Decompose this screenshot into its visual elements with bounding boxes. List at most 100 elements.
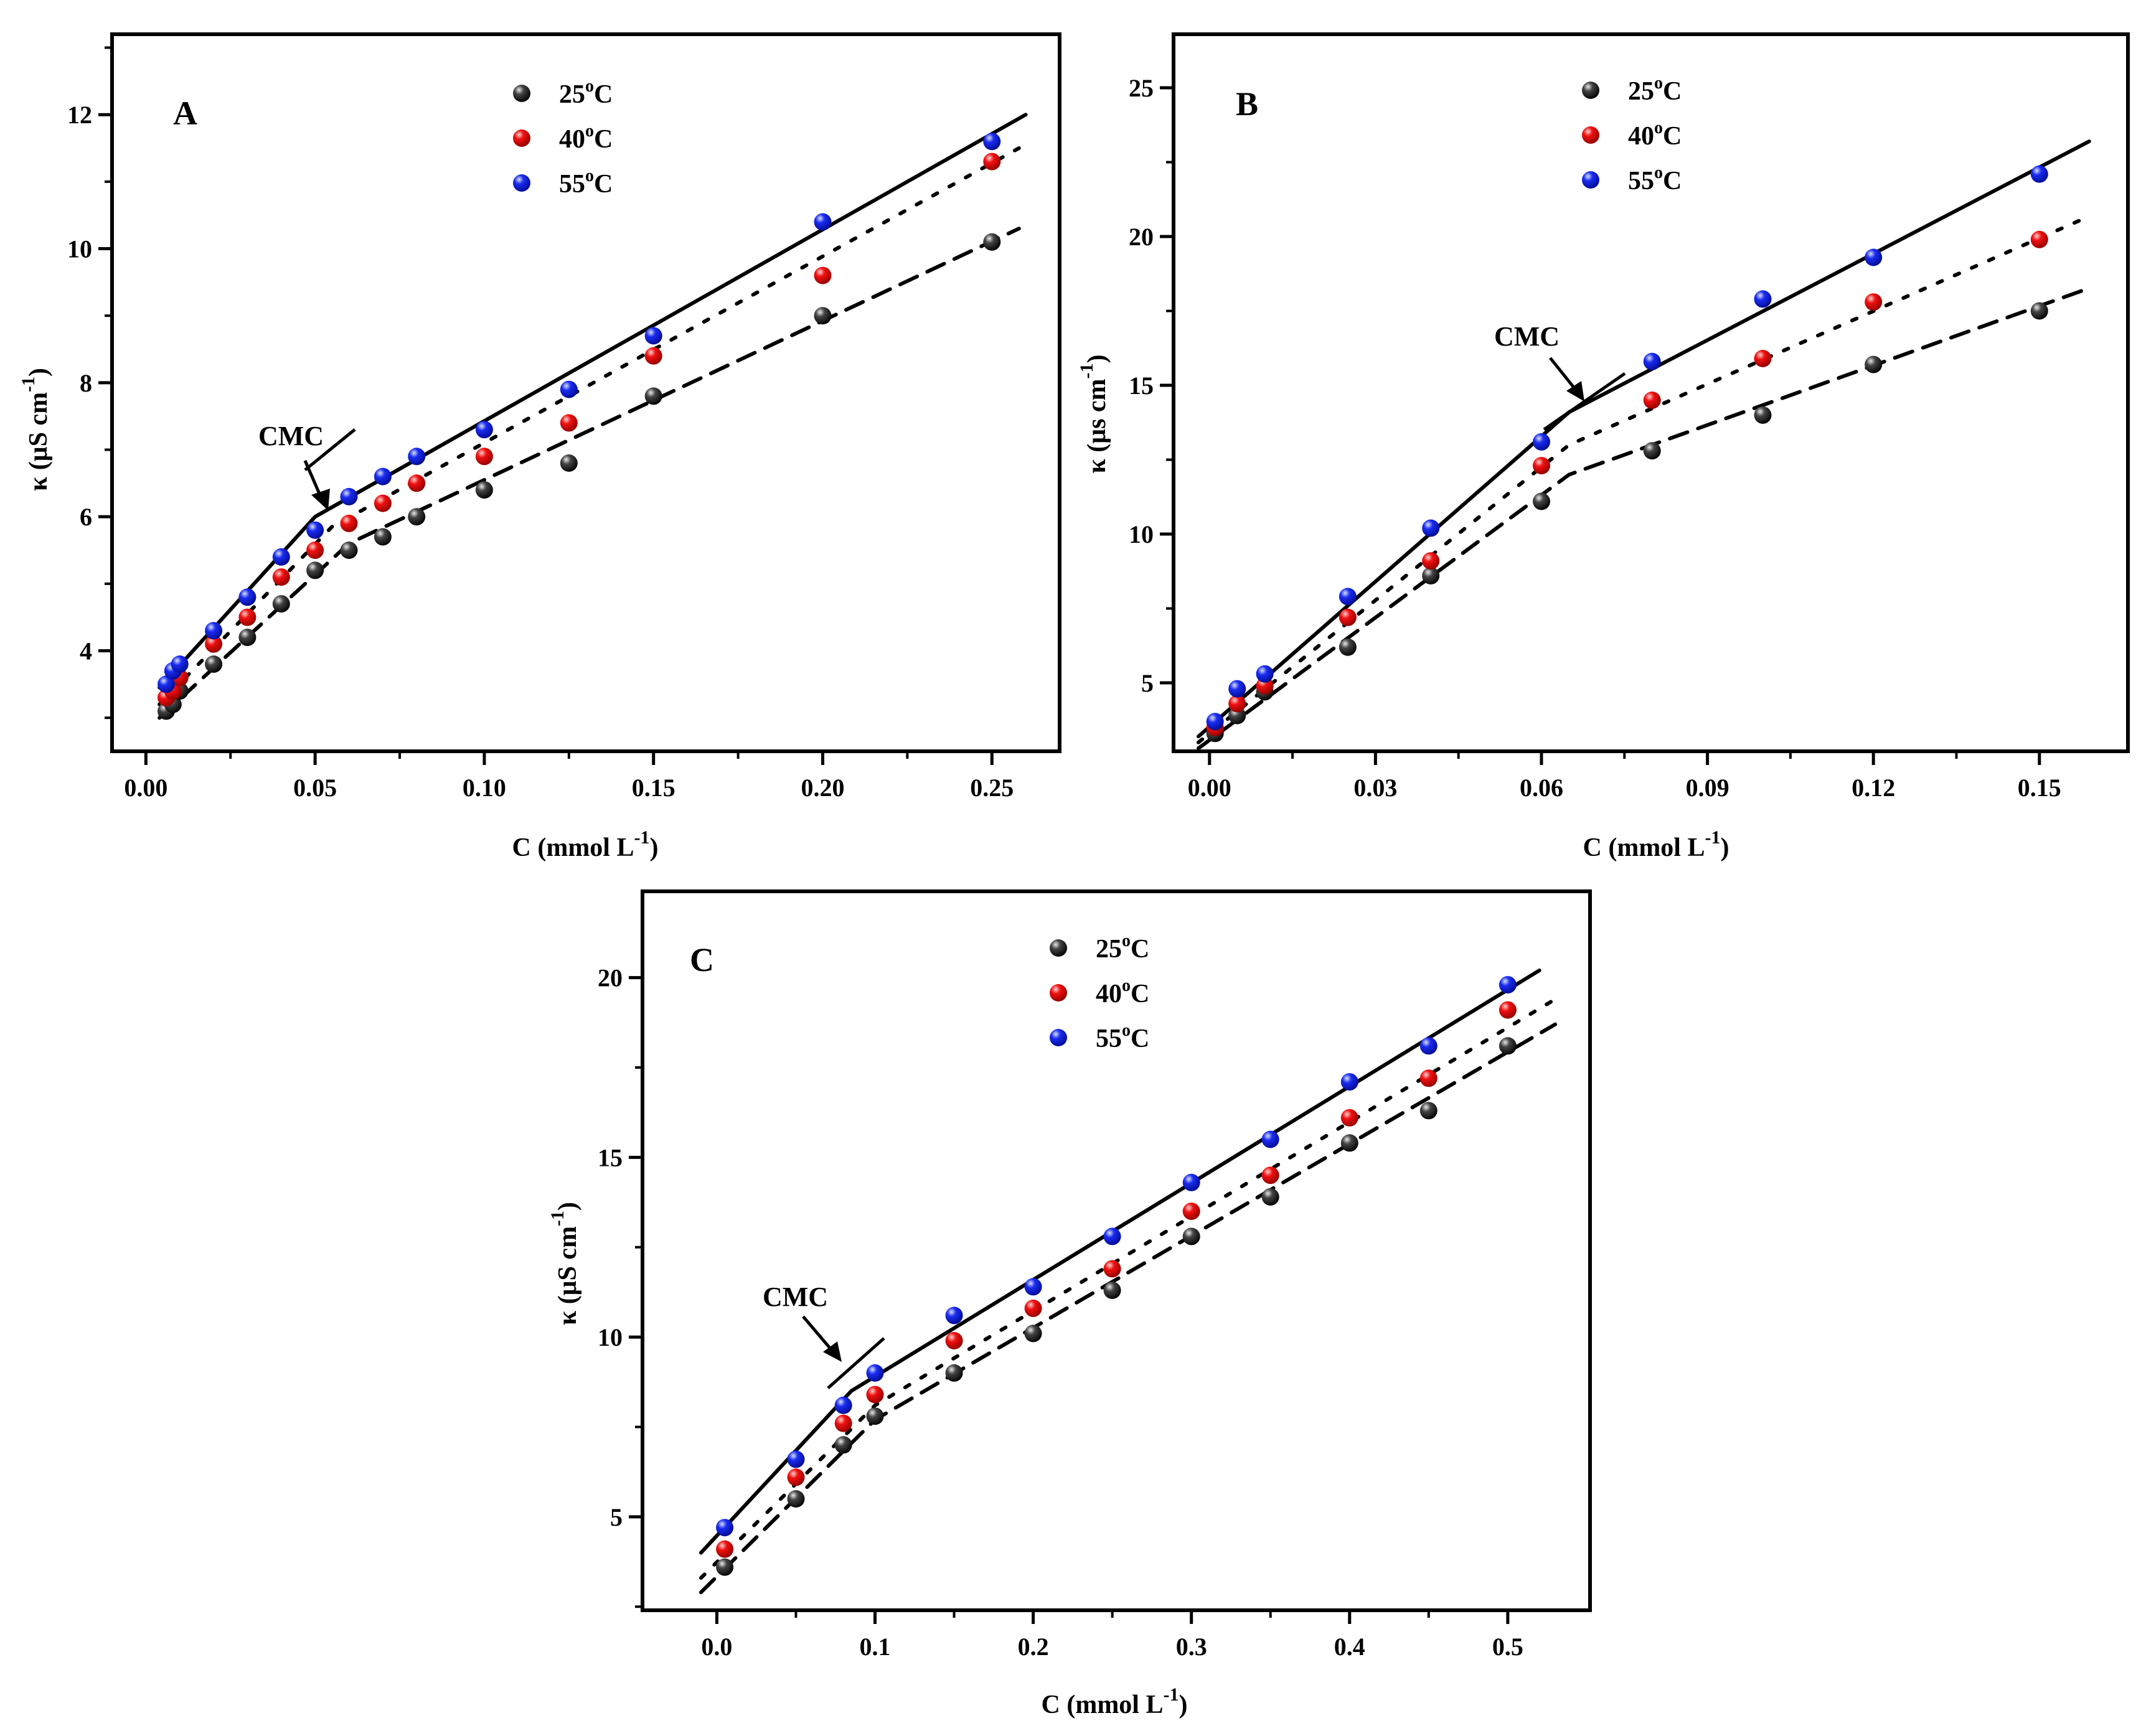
fit-line-40C [1197,217,2086,744]
data-point [814,307,832,325]
data-point [1643,352,1661,370]
fit-line-55C [699,969,1541,1555]
legend-label: 40oC [1628,118,1682,151]
fit-line-40C [158,146,1021,706]
x-tick-label: 0.25 [970,774,1014,802]
data-point [644,327,662,345]
data-point [560,414,578,432]
svg-text:κ (μS cm-1): κ (μS cm-1) [18,368,53,491]
data-point [834,1396,852,1414]
data-point [272,548,290,566]
y-tick-label: 10 [598,1323,623,1351]
data-point [205,635,223,653]
data-point [205,655,223,673]
data-point [787,1490,805,1508]
data-point [1865,248,1883,266]
data-point [1024,1299,1042,1317]
data-point [644,387,662,405]
y-axis-label: κ (μs cm-1) [1076,354,1111,473]
plot-frame [1172,32,2130,753]
data-point [1024,1325,1042,1343]
data-point [1422,552,1440,570]
data-point [340,487,358,505]
x-tick-label: 0.10 [463,774,506,802]
x-tick-label: 0.12 [1852,774,1895,802]
fit-line-40C [699,997,1558,1580]
svg-text:C (mmol L-1): C (mmol L-1) [512,827,659,862]
y-axis-label: κ (μS cm-1) [18,368,53,491]
legend-marker [513,174,530,192]
data-point [1533,492,1550,510]
data-point [1261,1188,1279,1206]
data-point [644,347,662,365]
data-point [1182,1203,1200,1220]
y-tick-label: 4 [80,637,92,665]
x-tick-label: 0.4 [1334,1633,1365,1661]
x-tick-label: 0.15 [632,774,675,802]
data-point [408,508,426,526]
y-axis-label: κ (μS cm-1) [547,1202,582,1325]
data-point [1419,1069,1438,1087]
legend-label: 25oC [1628,73,1682,106]
data-point [866,1364,884,1382]
data-point [1103,1227,1121,1246]
data-point [1103,1282,1121,1299]
data-point [716,1519,734,1537]
x-tick-label: 0.1 [860,1633,891,1661]
data-point [272,595,290,613]
y-tick-label: 10 [1129,520,1154,548]
data-point [205,622,223,640]
data-point [1865,293,1883,311]
data-point [787,1468,805,1486]
legend-marker [1582,126,1599,144]
data-point [475,448,493,466]
data-point [945,1331,963,1349]
data-point [945,1364,963,1382]
data-point [1499,976,1517,994]
data-point [306,521,324,539]
data-point [1182,1227,1200,1246]
cmc-label: CMC [1494,321,1560,352]
cmc-arrow [802,1315,842,1362]
x-tick-label: 0.2 [1018,1633,1049,1661]
data-point [340,542,358,559]
data-point [716,1540,734,1558]
data-point [1533,457,1550,475]
svg-text:κ (μS cm-1): κ (μS cm-1) [547,1202,582,1325]
cmc-intersection-line [304,428,356,471]
panel-label: C [690,941,714,978]
panel-label: A [173,95,197,132]
data-point [408,448,426,466]
cmc-intersection-line [827,1337,885,1389]
data-point [340,514,358,532]
data-point [1206,713,1224,731]
data-point [475,481,493,499]
data-point [2030,230,2048,248]
y-tick-label: 6 [80,503,92,531]
data-point [1182,1173,1200,1191]
legend-marker [513,85,530,102]
legend-marker [513,129,530,147]
data-point [1754,350,1772,367]
data-point [1024,1278,1042,1296]
data-point [1422,567,1440,584]
data-point [374,494,392,512]
data-point [306,542,324,559]
data-point [272,568,290,586]
y-tick-label: 15 [1129,372,1154,400]
data-point [1340,1073,1358,1091]
cmc-label: CMC [258,421,324,451]
data-point [238,588,256,606]
data-point [866,1386,884,1404]
data-point [834,1436,852,1454]
legend-label: 55oC [1628,163,1682,195]
data-point [1261,1130,1279,1148]
y-tick-label: 5 [610,1503,623,1531]
legend-marker [1050,939,1067,957]
data-point [1533,433,1550,451]
data-point [475,421,493,439]
svg-text:κ (μs cm-1): κ (μs cm-1) [1076,354,1111,473]
data-point [1228,695,1246,713]
data-point [1340,1109,1358,1127]
